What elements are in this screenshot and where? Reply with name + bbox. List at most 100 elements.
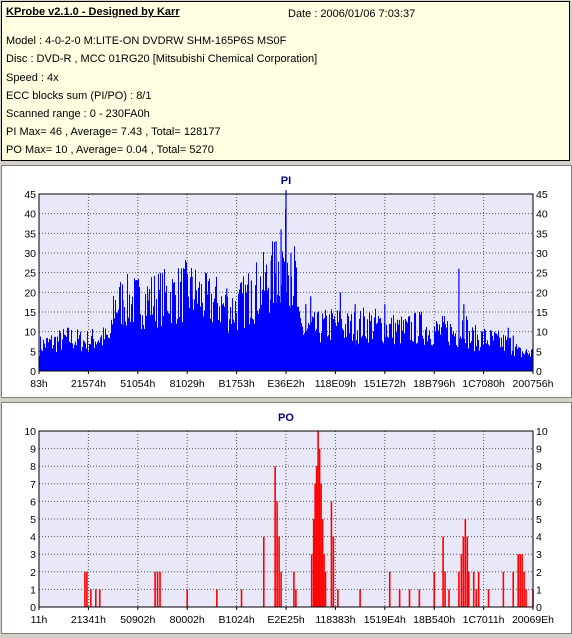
po-bar <box>477 571 480 607</box>
y-tick-left: 8 <box>30 461 36 473</box>
x-tick-label: 200756h <box>513 378 554 390</box>
x-tick-label: 80002h <box>170 614 205 626</box>
y-tick-right: 25 <box>536 268 548 280</box>
po-bar <box>278 536 280 607</box>
y-tick-left: 15 <box>24 307 36 319</box>
plot-border <box>38 193 534 372</box>
y-tick-left: 6 <box>30 496 36 508</box>
x-tick-label: 118383h <box>315 614 355 626</box>
po-bar <box>458 571 460 607</box>
po-bar <box>84 571 86 607</box>
y-tick-left: 0 <box>30 602 36 614</box>
po-bar <box>525 589 527 607</box>
y-tick-right: 15 <box>536 307 548 319</box>
y-tick-left: 7 <box>30 479 36 491</box>
po-bar <box>442 536 444 607</box>
y-tick-left: 4 <box>30 532 36 544</box>
y-tick-left: 20 <box>24 287 36 299</box>
po-bar <box>460 554 463 607</box>
y-tick-right: 8 <box>536 461 542 473</box>
x-tick-label: 11h <box>31 614 48 626</box>
po-bar <box>464 519 467 607</box>
po-bar <box>521 554 523 607</box>
y-tick-right: 9 <box>536 444 542 456</box>
x-tick-label: 118E09h <box>315 378 356 390</box>
y-tick-right: 5 <box>536 514 542 526</box>
po-bar <box>312 519 315 607</box>
po-bar <box>332 536 335 607</box>
x-tick-label: E36E2h <box>267 378 305 390</box>
x-tick-label: 20069Eh <box>512 614 554 626</box>
po-bar <box>487 589 490 607</box>
x-tick-label: B1024h <box>218 614 254 626</box>
po-bar <box>276 501 278 607</box>
po-bar <box>388 571 391 607</box>
scan-date: Date : 2006/01/06 7:03:37 <box>288 8 416 20</box>
plot-border <box>38 430 534 608</box>
y-tick-right: 3 <box>536 549 542 561</box>
po-bar <box>310 554 313 607</box>
po-bar <box>262 536 265 607</box>
y-tick-right: 1 <box>536 584 542 596</box>
po-bar <box>315 466 318 607</box>
y-tick-right: 2 <box>536 567 542 579</box>
x-tick-label: 18B796h <box>413 378 455 390</box>
po-chart-panel: PO 0 0 1 1 2 2 3 3 4 4 5 5 6 6 7 7 8 8 9 9 10 10 11h 21341h 50902… <box>1 402 572 634</box>
po-bar <box>318 448 321 607</box>
y-tick-left: 0 <box>30 366 36 378</box>
po-bar <box>523 571 525 607</box>
y-tick-left: 9 <box>30 444 36 456</box>
pi-series <box>39 190 533 371</box>
po-bar <box>90 589 92 607</box>
po-bar <box>154 571 156 607</box>
po-bar <box>337 589 339 607</box>
y-tick-right: 10 <box>536 426 548 438</box>
y-tick-right: 0 <box>536 366 542 378</box>
po-bar <box>517 554 519 607</box>
y-tick-right: 0 <box>536 602 542 614</box>
po-bar <box>512 571 515 607</box>
drive-model: Model : 4-0-2-0 M:LITE-ON DVDRW SHM-165P… <box>6 35 287 47</box>
y-tick-left: 2 <box>30 567 36 579</box>
po-bar <box>359 589 361 607</box>
scan-speed: Speed : 4x <box>6 72 59 84</box>
po-bar <box>186 589 188 607</box>
x-tick-label: 83h <box>30 378 48 390</box>
po-bar <box>317 431 319 607</box>
y-tick-right: 10 <box>536 327 548 339</box>
x-tick-label: 1C7080h <box>462 378 505 390</box>
y-tick-left: 30 <box>24 248 36 260</box>
po-bar <box>408 589 411 607</box>
x-tick-label: 21341h <box>71 614 106 626</box>
po-bar <box>519 554 521 607</box>
x-tick-label: B1753h <box>218 378 254 390</box>
po-series <box>84 431 534 607</box>
y-tick-right: 6 <box>536 496 542 508</box>
x-tick-label: 50902h <box>120 614 155 626</box>
y-tick-right: 35 <box>536 228 548 240</box>
po-bar <box>448 589 450 607</box>
chart-title: PI <box>281 175 291 187</box>
y-tick-left: 45 <box>24 189 36 201</box>
pi-chart-panel: PI 0 0 5 5 10 10 15 15 20 20 25 25 30 30 35 35 40 40 45 45 83… <box>1 165 572 398</box>
po-bar <box>323 554 325 607</box>
x-tick-label: 81029h <box>170 378 205 390</box>
po-bar <box>398 589 401 607</box>
po-bar <box>418 589 421 607</box>
x-tick-label: 1C7011h <box>463 614 505 626</box>
po-bar <box>320 483 322 607</box>
x-tick-label: 1519E4h <box>364 614 406 626</box>
y-tick-right: 5 <box>536 346 542 358</box>
x-tick-label: E2E25h <box>267 614 305 626</box>
y-tick-left: 10 <box>24 426 36 438</box>
po-bar <box>95 589 97 607</box>
info-panel: KProbe v2.1.0 - Designed by Karr Date : … <box>1 1 570 161</box>
po-bar <box>444 571 446 607</box>
po-summary: PO Max= 10 , Average= 0.04 , Total= 5270 <box>6 144 214 156</box>
y-tick-left: 5 <box>30 514 36 526</box>
y-tick-right: 7 <box>536 479 542 491</box>
y-tick-left: 35 <box>24 228 36 240</box>
po-bar <box>433 571 435 607</box>
po-bar <box>274 466 276 607</box>
po-chart: PO 0 0 1 1 2 2 3 3 4 4 5 5 6 6 7 7 8 8 9 9 10 10 11h 21341h 50902… <box>24 412 554 626</box>
